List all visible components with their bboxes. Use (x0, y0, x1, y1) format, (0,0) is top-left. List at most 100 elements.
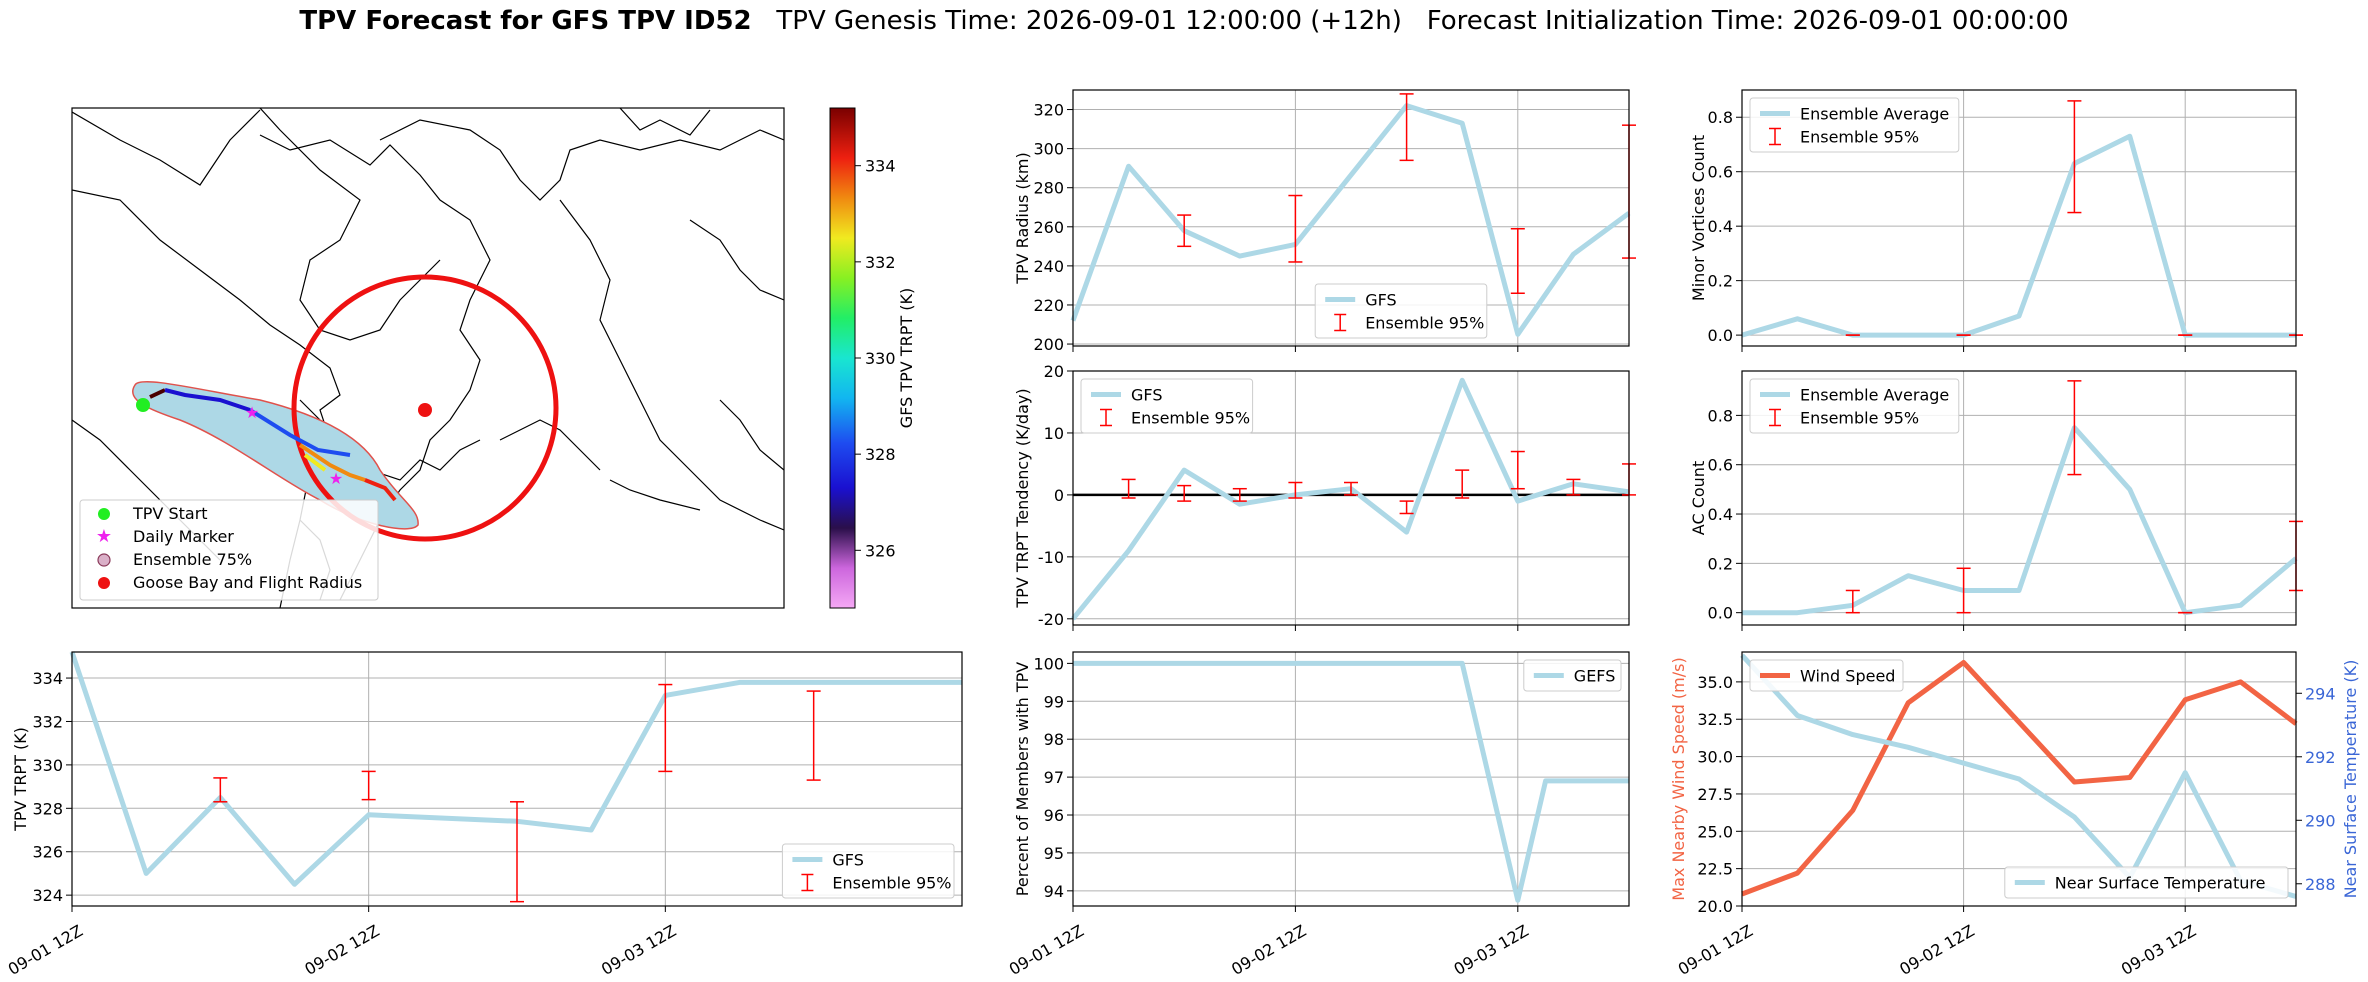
daily-marker-2: ★ (329, 469, 343, 488)
ac-y-axis-label: AC Count (1689, 461, 1708, 535)
minor-y-tick-label: 0.8 (1708, 108, 1733, 127)
members-y-tick-label: 99 (1044, 692, 1064, 711)
wind-y-tick-label: 22.5 (1697, 860, 1733, 879)
goose-bay-marker (418, 403, 432, 417)
ac-y-tick-label: 0.0 (1708, 604, 1733, 623)
radius-series-line-0 (1070, 103, 1631, 337)
daily-marker-1: ★ (245, 403, 259, 422)
trpt-y-tick-label: 334 (32, 669, 63, 688)
members-series-line-0 (1073, 660, 1629, 903)
radius-y-axis-label: TPV Radius (km) (1013, 152, 1032, 285)
wind-x-tick-label: 09-03 12Z (2118, 921, 2199, 979)
map-panel: ★ ★ TPV Start ★ Daily Marker Ensemble 75… (71, 107, 785, 609)
trpt-axes-frame (71, 651, 963, 907)
tendency-axes-frame (1072, 370, 1630, 626)
minor-axes-frame (1741, 89, 2297, 347)
wind-right-y-axis-label: Near Surface Temperature (K) (2341, 660, 2360, 899)
radius-legend-box (1314, 283, 1488, 339)
ac-axes-frame (1741, 370, 2297, 626)
trpt-y-tick-label: 328 (32, 799, 63, 818)
radius-y-tick-label: 240 (1033, 257, 1064, 276)
ac-y-tick-label: 0.6 (1708, 456, 1733, 475)
minor-y-axis-label: Minor Vortices Count (1689, 135, 1708, 301)
members-legend-label: GEFS (1574, 667, 1616, 686)
members-panel: 94 95 96 97 98 99 100 09-01 12Z 09-02 12Z 09-03 1… (1006, 651, 1630, 979)
wind-legend-label: Near Surface Temperature (2055, 874, 2266, 893)
radius-legend-label: Ensemble 95% (1365, 314, 1484, 333)
colorbar-ticks: 326 328 330 332 334 (855, 157, 896, 560)
wind-y-tick-label: 35.0 (1697, 673, 1733, 692)
trpt-x-tick-label: 09-01 12Z (5, 921, 86, 979)
trpt-y-tick-label: 330 (32, 756, 63, 775)
ac-y-tick-label: 0.8 (1708, 406, 1733, 425)
map-legend-label-1: Daily Marker (133, 527, 234, 546)
trpt-panel: 324 326 328 330 332 334 09-01 12Z 09-02 12Z 09-0… (5, 651, 963, 979)
members-y-tick-label: 95 (1044, 844, 1064, 863)
tpv-track (149, 388, 397, 502)
wind-series-line-0 (1741, 660, 2298, 897)
ensemble-75-region (132, 380, 419, 530)
wind-right-y-tick-label: 290 (2305, 811, 2336, 830)
minor-legend-label: Ensemble Average (1800, 105, 1949, 124)
figure-title: TPV Forecast for GFS TPV ID52 TPV Genesi… (0, 6, 2368, 36)
map-legend-label-3: Goose Bay and Flight Radius (133, 573, 362, 592)
minor-series-line-0 (1741, 133, 2296, 338)
minor-y-tick-label: 0.0 (1708, 326, 1733, 345)
trpt-x-tick-label: 09-02 12Z (301, 921, 382, 979)
members-y-tick-label: 96 (1044, 806, 1064, 825)
members-y-tick-label: 98 (1044, 730, 1064, 749)
wind-temperature-panel: 20.0 22.5 25.0 27.5 30.0 32.5 35.0 09-01 12Z 09-… (1669, 651, 2360, 979)
members-plot-area (1073, 652, 1629, 906)
tendency-y-tick-label: 0 (1054, 486, 1064, 505)
tendency-y-tick-label: 20 (1044, 362, 1064, 381)
tendency-y-tick-label: -20 (1038, 610, 1064, 629)
minor-y-tick-label: 0.6 (1708, 163, 1733, 182)
radius-y-tick-label: 320 (1033, 101, 1064, 120)
radius-y-tick-label: 280 (1033, 179, 1064, 198)
minor-y-tick-label: 0.2 (1708, 272, 1733, 291)
minor-legend-box (1749, 97, 1960, 153)
wind-legend-label: Wind Speed (1800, 667, 1895, 686)
members-legend-box (1523, 659, 1622, 692)
colorbar-tick-label: 334 (865, 157, 896, 176)
wind-right-y-tick-label: 292 (2305, 748, 2336, 767)
trpt-y-tick-label: 326 (32, 843, 63, 862)
minor-y-tick-label: 0.4 (1708, 217, 1733, 236)
trpt-legend-label: GFS (832, 851, 863, 870)
tendency-y-axis-label: TPV TRPT Tendency (K/day) (1013, 388, 1032, 608)
wind-axes-frame (1741, 651, 2297, 907)
wind-legend-box (1749, 659, 1904, 692)
ac-count-panel: 0.0 0.2 0.4 0.6 0.8 AC Count Ensemble Average E… (1689, 370, 2303, 631)
wind-legend-box (2004, 866, 2289, 899)
trpt-y-tick-label: 332 (32, 712, 63, 731)
ac-y-tick-label: 0.4 (1708, 505, 1733, 524)
ac-legend-box (1749, 378, 1960, 434)
radius-axes-frame (1072, 89, 1630, 347)
trpt-legend-box (781, 843, 955, 899)
colorbar-tick-label: 330 (865, 349, 896, 368)
tendency-legend-label: Ensemble 95% (1131, 409, 1250, 428)
ac-legend-label: Ensemble Average (1800, 386, 1949, 405)
colorbar-tick-label: 326 (865, 541, 896, 560)
radius-y-tick-label: 220 (1033, 296, 1064, 315)
radius-y-tick-label: 300 (1033, 140, 1064, 159)
ac-y-tick-label: 0.2 (1708, 554, 1733, 573)
title-main: TPV Forecast for GFS TPV ID52 (299, 6, 752, 36)
members-x-tick-label: 09-02 12Z (1228, 921, 1309, 979)
wind-y-tick-label: 30.0 (1697, 748, 1733, 767)
colorbar-label: GFS TPV TRPT (K) (897, 288, 916, 428)
wind-series-line-1 (1740, 653, 2297, 899)
flight-radius-circle (291, 274, 559, 542)
trpt-y-tick-label: 324 (32, 886, 63, 905)
members-y-tick-label: 97 (1044, 768, 1064, 787)
wind-y-axis-label: Max Nearby Wind Speed (m/s) (1669, 657, 1688, 900)
trpt-y-axis-label: TPV TRPT (K) (11, 727, 30, 832)
title-genesis: TPV Genesis Time: 2026-09-01 12:00:00 (+… (776, 6, 1402, 36)
radius-legend-label: GFS (1365, 291, 1396, 310)
radius-panel: 200 220 240 260 280 300 320 TPV Radius (km) GFS E… (1013, 89, 1636, 354)
legend-ensemble-75-icon (97, 553, 111, 567)
members-y-tick-label: 94 (1044, 882, 1064, 901)
trpt-series-line-0 (69, 651, 962, 887)
members-x-tick-label: 09-01 12Z (1006, 921, 1087, 979)
